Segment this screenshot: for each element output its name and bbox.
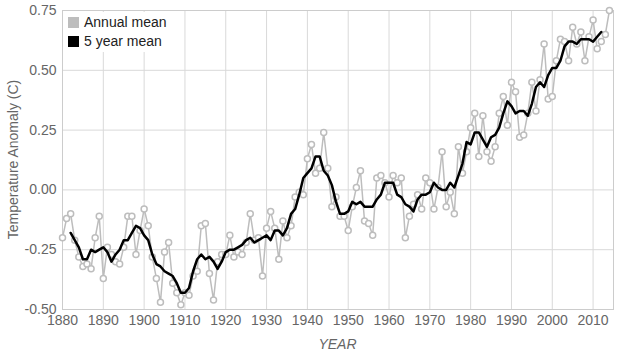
- svg-text:-0.50: -0.50: [25, 301, 57, 317]
- svg-text:1920: 1920: [210, 312, 241, 328]
- svg-text:1900: 1900: [129, 312, 160, 328]
- svg-text:0.50: 0.50: [29, 62, 56, 78]
- svg-text:0.00: 0.00: [29, 181, 56, 197]
- svg-text:1970: 1970: [414, 312, 445, 328]
- svg-text:1940: 1940: [292, 312, 323, 328]
- svg-text:0.75: 0.75: [29, 2, 56, 18]
- svg-text:-0.25: -0.25: [25, 241, 57, 257]
- svg-text:1880: 1880: [46, 312, 79, 329]
- svg-text:1930: 1930: [251, 312, 282, 328]
- svg-text:1950: 1950: [333, 312, 364, 328]
- svg-text:1910: 1910: [169, 312, 200, 328]
- svg-text:YEAR: YEAR: [318, 336, 356, 352]
- svg-text:1890: 1890: [88, 312, 119, 328]
- svg-text:1990: 1990: [496, 312, 527, 328]
- svg-text:2010: 2010: [578, 312, 609, 328]
- html-text:Annual mean: Annual mean: [84, 14, 167, 30]
- html-text:5 year mean: 5 year mean: [84, 33, 162, 49]
- svg-text:2000: 2000: [537, 312, 568, 328]
- svg-text:0.25: 0.25: [29, 122, 56, 138]
- svg-text:1960: 1960: [373, 312, 404, 328]
- svg-text:Temperature Anomaly (C): Temperature Anomaly (C): [5, 80, 21, 240]
- svg-text:1980: 1980: [455, 312, 486, 328]
